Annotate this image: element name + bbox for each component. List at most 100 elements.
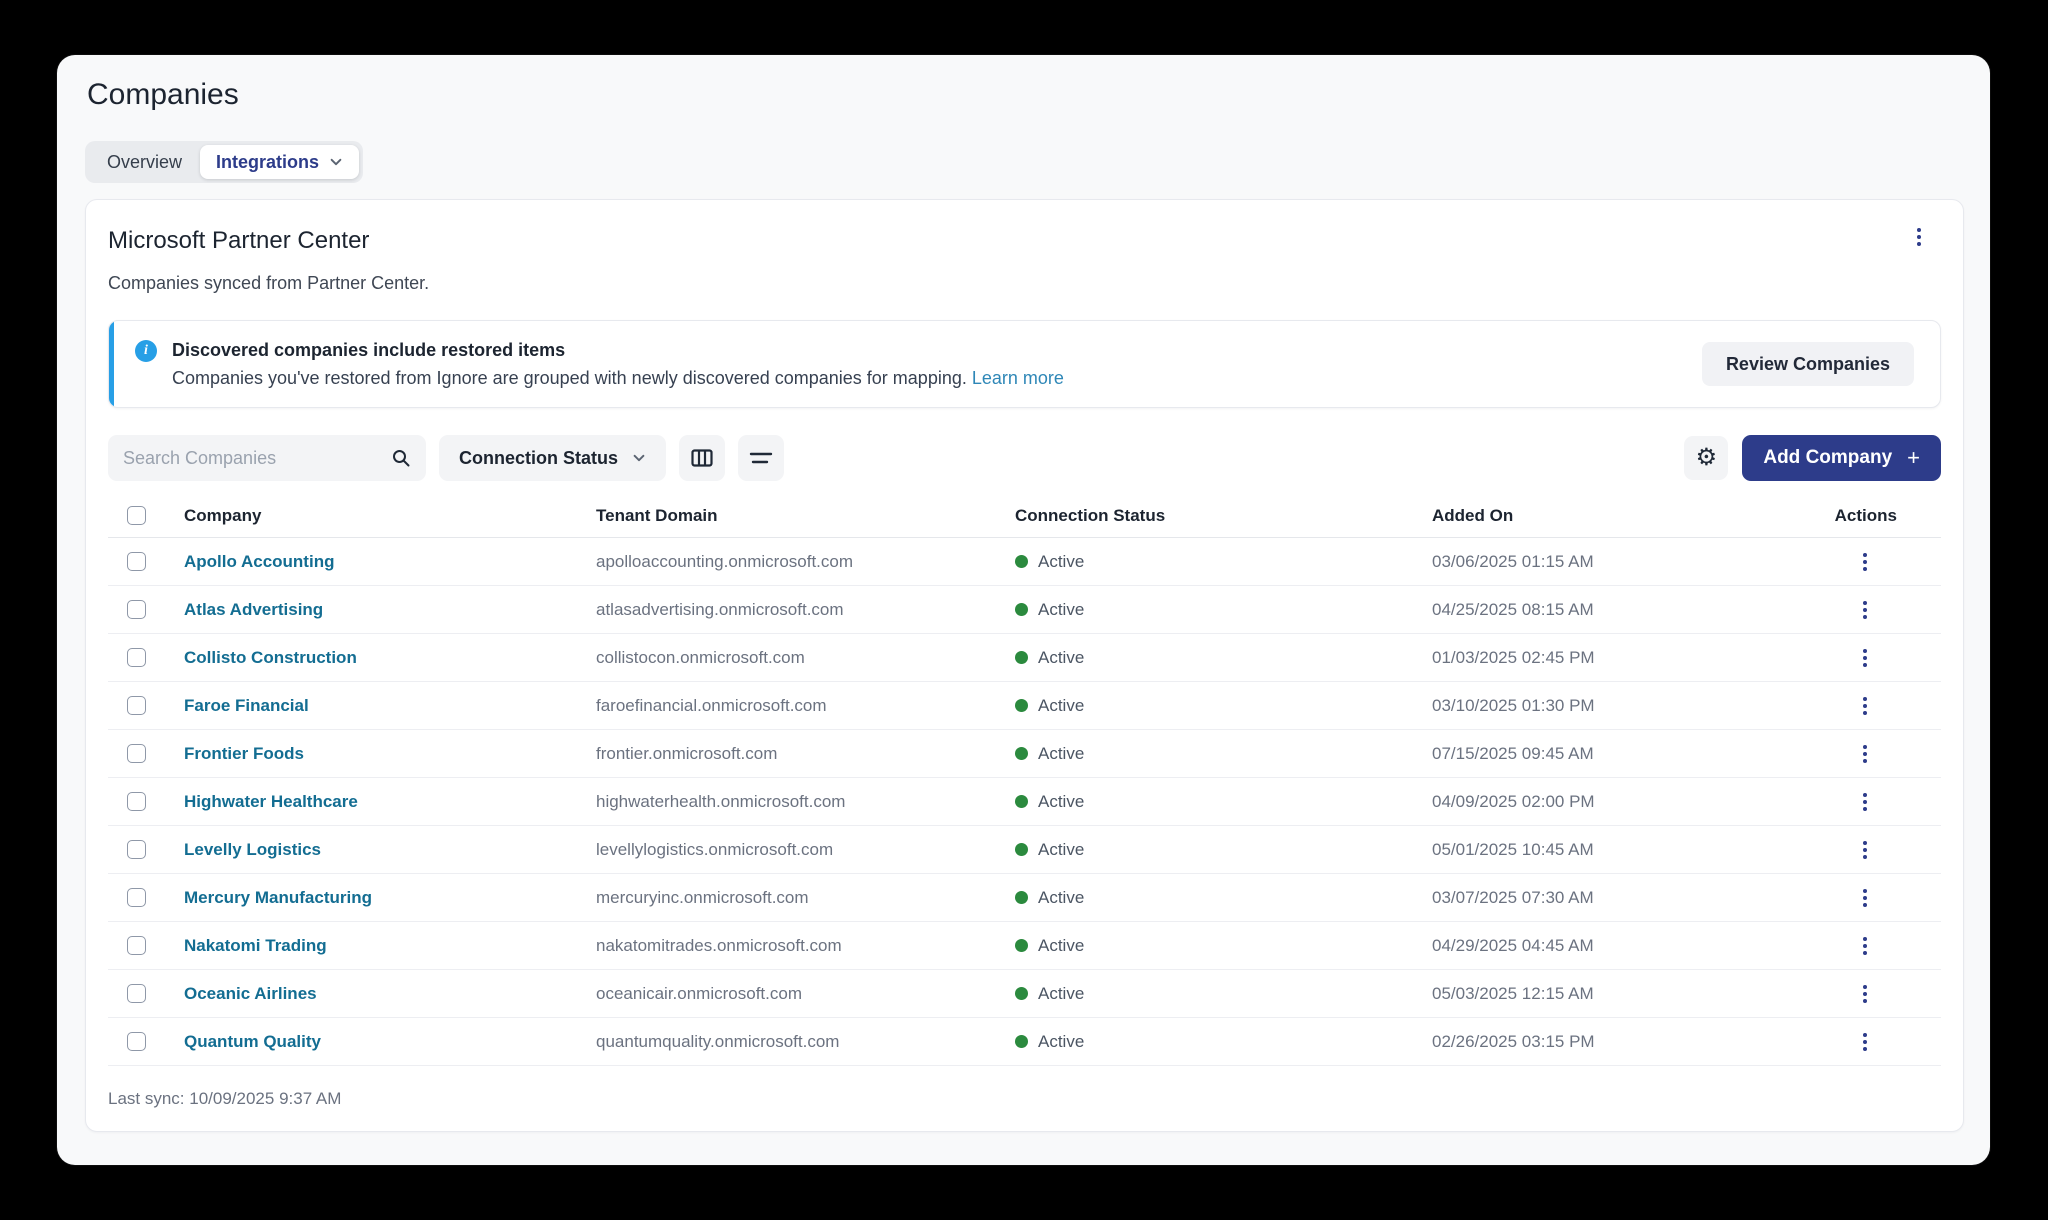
tab-integrations[interactable]: Integrations: [200, 145, 360, 179]
columns-button[interactable]: [679, 435, 726, 481]
row-checkbox[interactable]: [127, 552, 146, 571]
header-company: Company: [184, 505, 262, 525]
connection-status-cell: Active: [1015, 936, 1432, 956]
page-title: Companies: [87, 78, 239, 111]
company-link[interactable]: Levelly Logistics: [184, 839, 321, 859]
header-tenant-domain: Tenant Domain: [596, 505, 718, 525]
company-link[interactable]: Mercury Manufacturing: [184, 887, 372, 907]
tab-group: Overview Integrations: [85, 141, 364, 183]
review-companies-button[interactable]: Review Companies: [1701, 342, 1914, 386]
rows-density-icon: [749, 452, 773, 464]
row-checkbox[interactable]: [127, 984, 146, 1003]
connection-status-cell: Active: [1015, 888, 1432, 908]
company-link[interactable]: Oceanic Airlines: [184, 983, 317, 1003]
connection-status-filter[interactable]: Connection Status: [439, 435, 667, 481]
tenant-domain: oceanicair.onmicrosoft.com: [596, 983, 802, 1003]
company-link[interactable]: Highwater Healthcare: [184, 791, 358, 811]
status-label: Active: [1038, 647, 1085, 667]
table-row: Quantum Quality quantumquality.onmicroso…: [108, 1018, 1941, 1066]
status-dot-icon: [1015, 555, 1028, 568]
add-company-button[interactable]: Add Company +: [1742, 435, 1941, 481]
status-dot-icon: [1015, 603, 1028, 616]
row-checkbox[interactable]: [127, 792, 146, 811]
card-subtitle: Companies synced from Partner Center.: [108, 273, 430, 293]
row-actions-kebab-icon[interactable]: [1855, 741, 1875, 767]
status-label: Active: [1038, 935, 1085, 955]
row-checkbox[interactable]: [127, 648, 146, 667]
banner-body-text: Companies you've restored from Ignore ar…: [172, 367, 967, 388]
search-input[interactable]: [123, 447, 391, 469]
status-dot-icon: [1015, 651, 1028, 664]
row-actions-kebab-icon[interactable]: [1855, 549, 1875, 575]
search-icon: [393, 450, 410, 467]
chevron-down-icon: [330, 158, 342, 166]
added-on: 03/07/2025 07:30 AM: [1432, 887, 1594, 907]
row-actions-kebab-icon[interactable]: [1855, 597, 1875, 623]
row-density-button[interactable]: [738, 435, 785, 481]
row-actions-kebab-icon[interactable]: [1855, 1029, 1875, 1055]
tab-overview[interactable]: Overview: [107, 151, 183, 172]
tenant-domain: levellylogistics.onmicrosoft.com: [596, 839, 834, 859]
header-added-on: Added On: [1432, 505, 1514, 525]
info-banner: i Discovered companies include restored …: [108, 320, 1941, 408]
status-dot-icon: [1015, 843, 1028, 856]
card-menu-kebab-icon[interactable]: [1909, 224, 1929, 250]
status-label: Active: [1038, 551, 1085, 571]
gear-icon: ⚙: [1695, 444, 1718, 471]
company-link[interactable]: Nakatomi Trading: [184, 935, 327, 955]
added-on: 05/01/2025 10:45 AM: [1432, 839, 1594, 859]
last-sync-status: Last sync: 10/09/2025 9:37 AM: [108, 1089, 342, 1108]
row-actions-kebab-icon[interactable]: [1855, 885, 1875, 911]
company-link[interactable]: Frontier Foods: [184, 743, 304, 763]
learn-more-link[interactable]: Learn more: [971, 367, 1064, 388]
banner-body: Companies you've restored from Ignore ar…: [172, 368, 1064, 389]
company-link[interactable]: Quantum Quality: [184, 1031, 321, 1051]
row-actions-kebab-icon[interactable]: [1855, 693, 1875, 719]
connection-status-cell: Active: [1015, 600, 1432, 620]
added-on: 03/10/2025 01:30 PM: [1432, 695, 1595, 715]
header-actions: Actions: [1834, 505, 1897, 525]
row-checkbox[interactable]: [127, 696, 146, 715]
row-actions-kebab-icon[interactable]: [1855, 645, 1875, 671]
connection-status-cell: Active: [1015, 552, 1432, 572]
row-actions-kebab-icon[interactable]: [1855, 933, 1875, 959]
tenant-domain: nakatomitrades.onmicrosoft.com: [596, 935, 842, 955]
row-checkbox[interactable]: [127, 600, 146, 619]
added-on: 07/15/2025 09:45 AM: [1432, 743, 1594, 763]
tenant-domain: collistocon.onmicrosoft.com: [596, 647, 805, 667]
row-checkbox[interactable]: [127, 744, 146, 763]
chevron-down-icon: [633, 454, 645, 462]
table-row: Oceanic Airlines oceanicair.onmicrosoft.…: [108, 970, 1941, 1018]
select-all-checkbox[interactable]: [127, 506, 146, 525]
row-checkbox[interactable]: [127, 1032, 146, 1051]
row-actions-kebab-icon[interactable]: [1855, 981, 1875, 1007]
banner-accent-bar: [109, 321, 114, 407]
table-row: Atlas Advertising atlasadvertising.onmic…: [108, 586, 1941, 634]
connection-status-cell: Active: [1015, 744, 1432, 764]
table-row: Levelly Logistics levellylogistics.onmic…: [108, 826, 1941, 874]
status-dot-icon: [1015, 1035, 1028, 1048]
banner-title: Discovered companies include restored it…: [172, 339, 566, 360]
status-dot-icon: [1015, 987, 1028, 1000]
added-on: 05/03/2025 12:15 AM: [1432, 983, 1594, 1003]
company-link[interactable]: Apollo Accounting: [184, 551, 335, 571]
row-checkbox[interactable]: [127, 840, 146, 859]
table-row: Mercury Manufacturing mercuryinc.onmicro…: [108, 874, 1941, 922]
added-on: 02/26/2025 03:15 PM: [1432, 1031, 1595, 1051]
company-link[interactable]: Atlas Advertising: [184, 599, 324, 619]
status-dot-icon: [1015, 747, 1028, 760]
tenant-domain: atlasadvertising.onmicrosoft.com: [596, 599, 844, 619]
company-link[interactable]: Collisto Construction: [184, 647, 357, 667]
row-checkbox[interactable]: [127, 936, 146, 955]
row-checkbox[interactable]: [127, 888, 146, 907]
tab-integrations-label: Integrations: [216, 151, 320, 172]
row-actions-kebab-icon[interactable]: [1855, 789, 1875, 815]
added-on: 04/25/2025 08:15 AM: [1432, 599, 1594, 619]
status-label: Active: [1038, 695, 1085, 715]
card-title: Microsoft Partner Center: [108, 227, 370, 254]
company-link[interactable]: Faroe Financial: [184, 695, 309, 715]
row-actions-kebab-icon[interactable]: [1855, 837, 1875, 863]
status-dot-icon: [1015, 699, 1028, 712]
settings-button[interactable]: ⚙: [1684, 436, 1729, 480]
status-dot-icon: [1015, 891, 1028, 904]
